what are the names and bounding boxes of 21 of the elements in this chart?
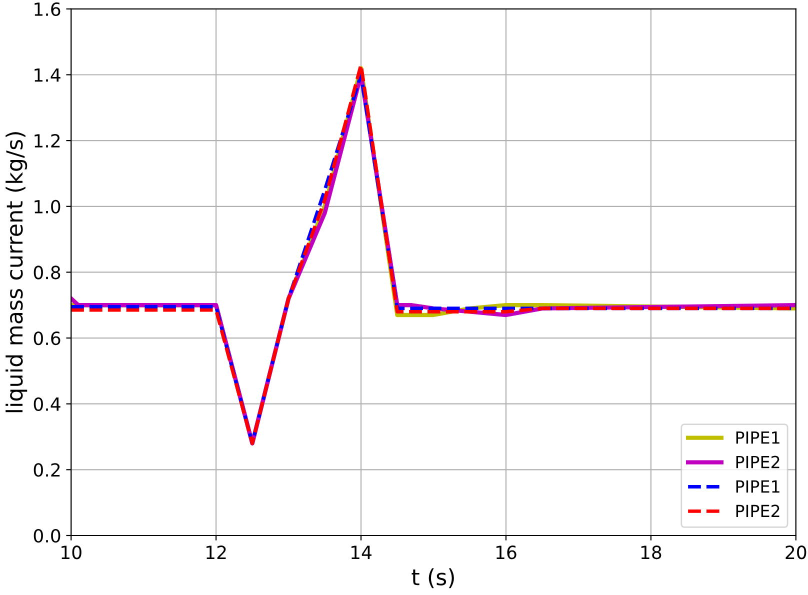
y-tick-label: 1.4 <box>34 68 60 82</box>
y-tick-label: 0.2 <box>34 463 60 477</box>
x-tick-label: 18 <box>641 546 662 560</box>
y-axis-title: liquid mass current (kg/s) <box>6 132 28 412</box>
x-tick-label: 16 <box>496 546 516 560</box>
y-tick-label: 0.4 <box>34 397 60 411</box>
y-tick-label: 1.2 <box>34 134 60 148</box>
y-tick-label: 0.6 <box>34 331 60 346</box>
legend-label: PIPE2 <box>736 456 780 468</box>
x-tick-label: 10 <box>62 546 82 560</box>
legend-label: PIPE2 <box>736 504 780 518</box>
legend-label: PIPE1 <box>736 480 780 493</box>
y-tick-label: 1.0 <box>34 200 60 214</box>
y-tick-label: 1.6 <box>34 2 60 16</box>
x-tick-label: 14 <box>352 546 372 559</box>
x-axis-title: t (s) <box>412 568 454 588</box>
x-tick-label: 20 <box>786 546 806 560</box>
y-tick-label: 0.8 <box>34 266 60 280</box>
x-tick-label: 12 <box>206 546 226 559</box>
y-tick-label: 0.0 <box>34 528 60 543</box>
legend-label: PIPE1 <box>736 431 780 444</box>
